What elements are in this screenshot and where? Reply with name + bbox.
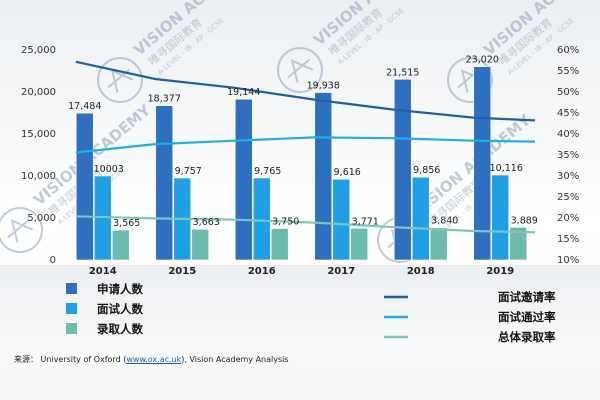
y2-tick-label: 30%: [557, 171, 579, 182]
data-label: 10,116: [490, 163, 523, 174]
source-suffix: ), Vision Academy Analysis: [181, 355, 289, 364]
data-label: 19,938: [307, 81, 340, 92]
series-line: [75, 215, 536, 234]
legend-label: 面试邀请率: [498, 290, 556, 304]
y2-tick-label: 10%: [557, 255, 579, 266]
y2-tick-label: 25%: [557, 192, 579, 203]
x-tick-label: 2018: [407, 266, 435, 277]
y-tick-label: 10,000: [21, 171, 56, 182]
data-label: 3,750: [272, 217, 299, 228]
watermark-logo-icon: [0, 207, 43, 253]
series-line: [75, 60, 536, 122]
bar: [191, 228, 210, 261]
data-label: 9,616: [334, 167, 361, 178]
bar: [509, 227, 528, 261]
y-tick-label: 5,000: [27, 213, 56, 224]
y-tick-label: 15,000: [21, 129, 56, 140]
bar: [314, 92, 333, 261]
data-label: 10003: [94, 164, 124, 175]
x-tick-label: 2019: [486, 266, 514, 277]
legend-label: 总体录取率: [498, 330, 556, 344]
bar: [473, 66, 492, 261]
bar: [429, 227, 448, 261]
x-tick-label: 2017: [327, 266, 355, 277]
data-label: 23,020: [466, 55, 499, 66]
data-label: 3,889: [511, 215, 538, 226]
data-label: 3,840: [431, 216, 458, 227]
data-label: 3,663: [193, 217, 220, 228]
y2-tick-label: 45%: [557, 108, 579, 119]
y2-tick-label: 55%: [557, 66, 579, 77]
legend-label: 录取人数: [97, 322, 143, 336]
watermark-logo-mark-icon: [7, 218, 34, 243]
data-label: 9,856: [413, 165, 440, 176]
y2-tick-label: 50%: [557, 87, 579, 98]
floor-gradient: [0, 265, 600, 340]
y2-tick-label: 40%: [557, 129, 579, 140]
data-label: 18,377: [148, 94, 181, 105]
bar: [252, 177, 271, 261]
data-label: 17,484: [68, 101, 101, 112]
bar: [234, 98, 253, 261]
watermark-logo-mark-icon: [287, 58, 314, 83]
watermark-logo-mark-icon: [107, 68, 134, 93]
source-note: 来源： University of Oxford (www.ox.ac.uk),…: [14, 354, 289, 365]
y2-tick-label: 15%: [557, 234, 579, 245]
y-tick-label: 25,000: [21, 45, 56, 56]
bar: [111, 229, 130, 261]
watermark-logo-icon: [97, 57, 143, 103]
bar: [350, 228, 369, 261]
data-label: 3,565: [113, 218, 140, 229]
legend-swatch: [66, 303, 77, 314]
data-label: 21,515: [386, 67, 419, 78]
legend-swatch: [66, 323, 77, 334]
source-prefix: 来源： University of Oxford (: [14, 355, 127, 364]
legend-label: 申请人数: [97, 282, 143, 296]
x-tick-label: 2015: [168, 266, 196, 277]
y-tick-label: 0: [50, 255, 56, 266]
y2-tick-label: 20%: [557, 213, 579, 224]
y2-tick-label: 35%: [557, 150, 579, 161]
bar: [491, 174, 510, 261]
bar: [411, 176, 430, 261]
series-line: [75, 136, 536, 154]
bar: [270, 228, 289, 261]
x-tick-label: 2016: [248, 266, 276, 277]
bar: [393, 78, 412, 261]
y-tick-label: 20,000: [21, 87, 56, 98]
source-link[interactable]: www.ox.ac.uk: [126, 355, 182, 364]
bar: [332, 178, 351, 261]
legend-swatch: [66, 283, 77, 294]
watermark-logo-icon: [277, 47, 323, 93]
bar: [155, 105, 174, 261]
x-tick-label: 2014: [89, 266, 117, 277]
bar: [75, 112, 94, 261]
data-label: 19,144: [227, 87, 260, 98]
data-label: 3,771: [352, 216, 379, 227]
data-label: 9,757: [175, 166, 202, 177]
legend-label: 面试通过率: [498, 310, 556, 324]
data-label: 9,765: [254, 166, 281, 177]
legend-label: 面试人数: [97, 302, 143, 316]
y2-tick-label: 60%: [557, 45, 579, 56]
